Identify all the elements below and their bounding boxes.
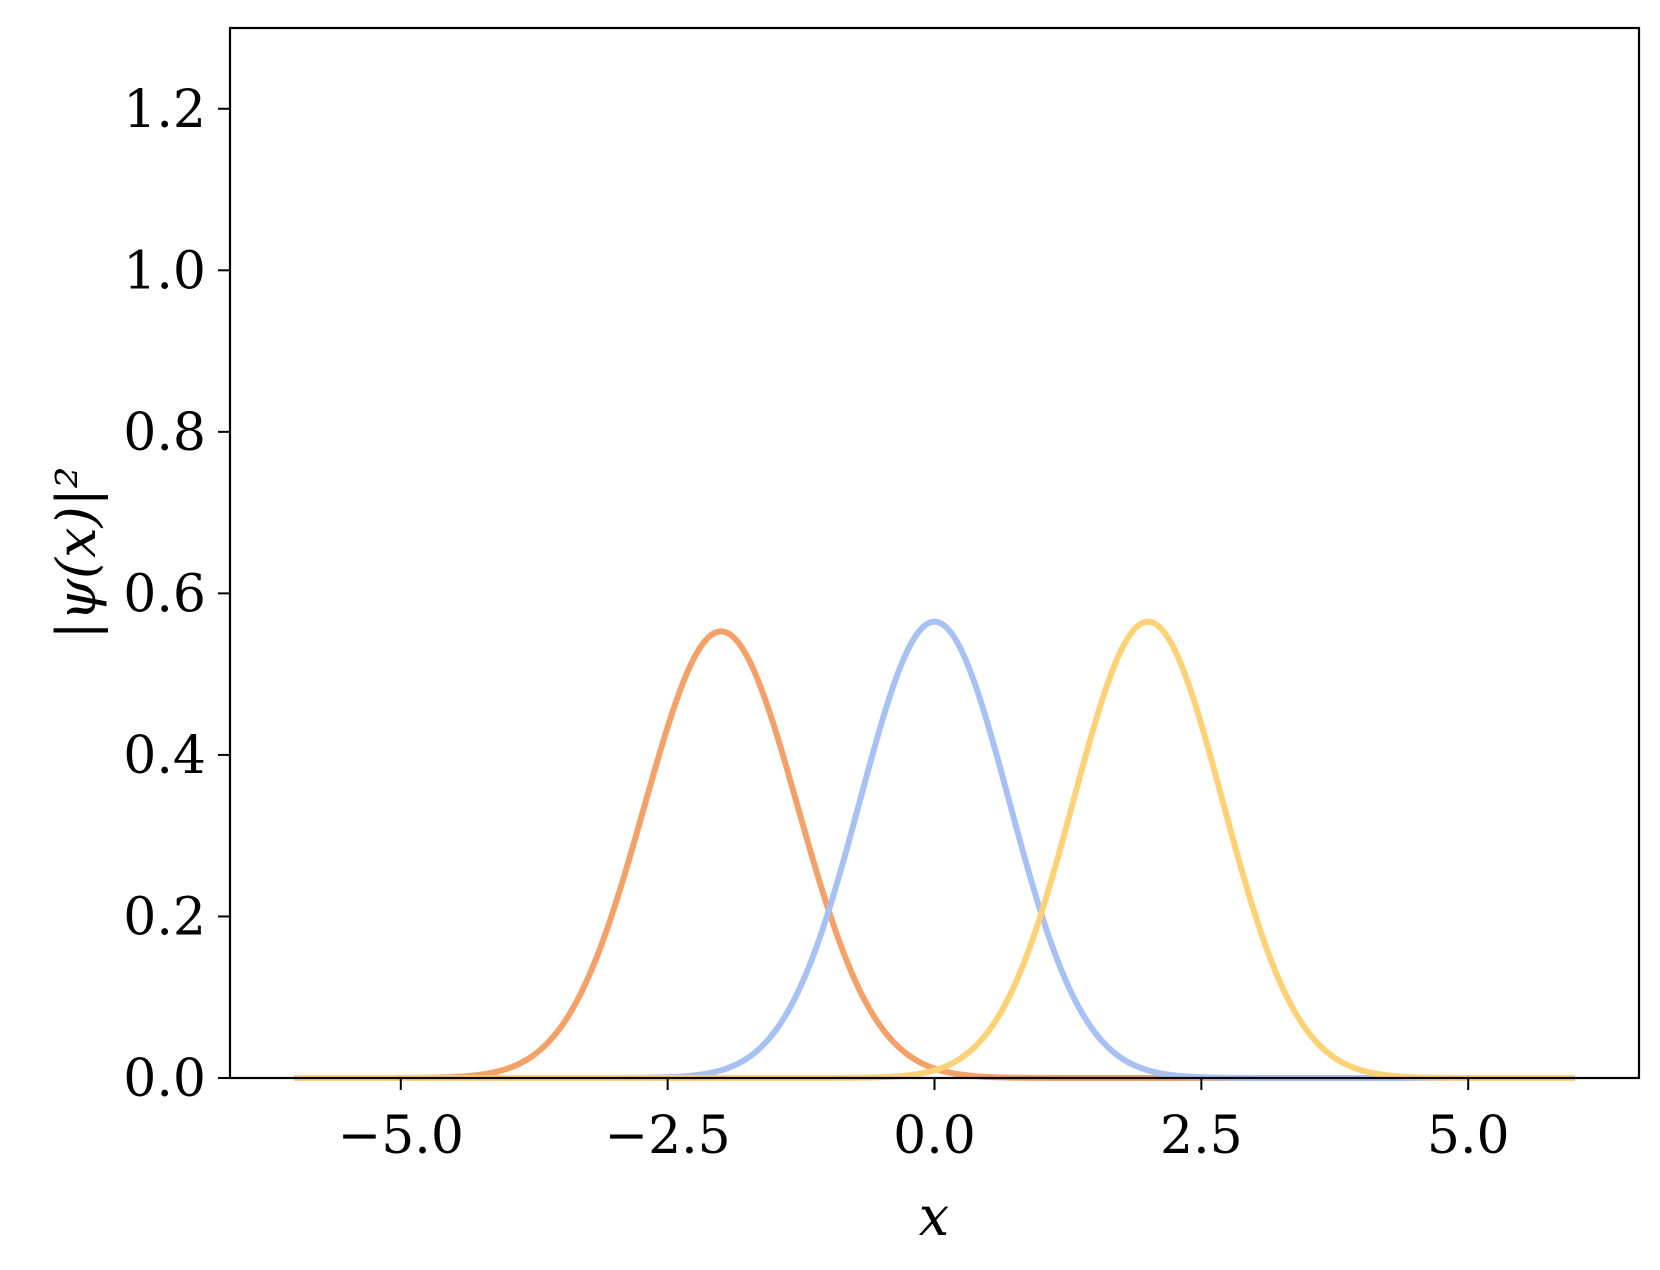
y-axis: 0.0 0.2 0.4 0.6 0.8 1.0 1.2 [123, 80, 230, 1109]
series-line-3 [294, 618, 1575, 1081]
plot-frame [228, 26, 1641, 1080]
x-axis: −5.0 −2.5 0.0 2.5 5.0 [338, 1078, 1510, 1166]
y-tick-label: 0.4 [123, 726, 206, 786]
series-layer [294, 618, 1575, 1081]
x-tick-label: 2.5 [1160, 1106, 1243, 1166]
y-tick-label: 0.8 [123, 403, 206, 463]
x-tick-label: 5.0 [1427, 1106, 1510, 1166]
x-axis-label: x [919, 1185, 949, 1248]
y-tick-label: 0.2 [123, 887, 206, 947]
x-tick-label: −5.0 [338, 1106, 464, 1166]
y-tick-label: 1.0 [123, 241, 206, 301]
series-line-2 [294, 618, 1575, 1081]
x-tick-label: 0.0 [893, 1106, 976, 1166]
y-tick-label: 1.2 [123, 80, 206, 140]
y-tick-label: 0.6 [123, 564, 206, 624]
y-axis-label: |ψ(x)|² [45, 467, 108, 640]
x-tick-label: −2.5 [605, 1106, 731, 1166]
y-tick-label: 0.0 [123, 1049, 206, 1109]
series-line-1 [294, 628, 1575, 1081]
